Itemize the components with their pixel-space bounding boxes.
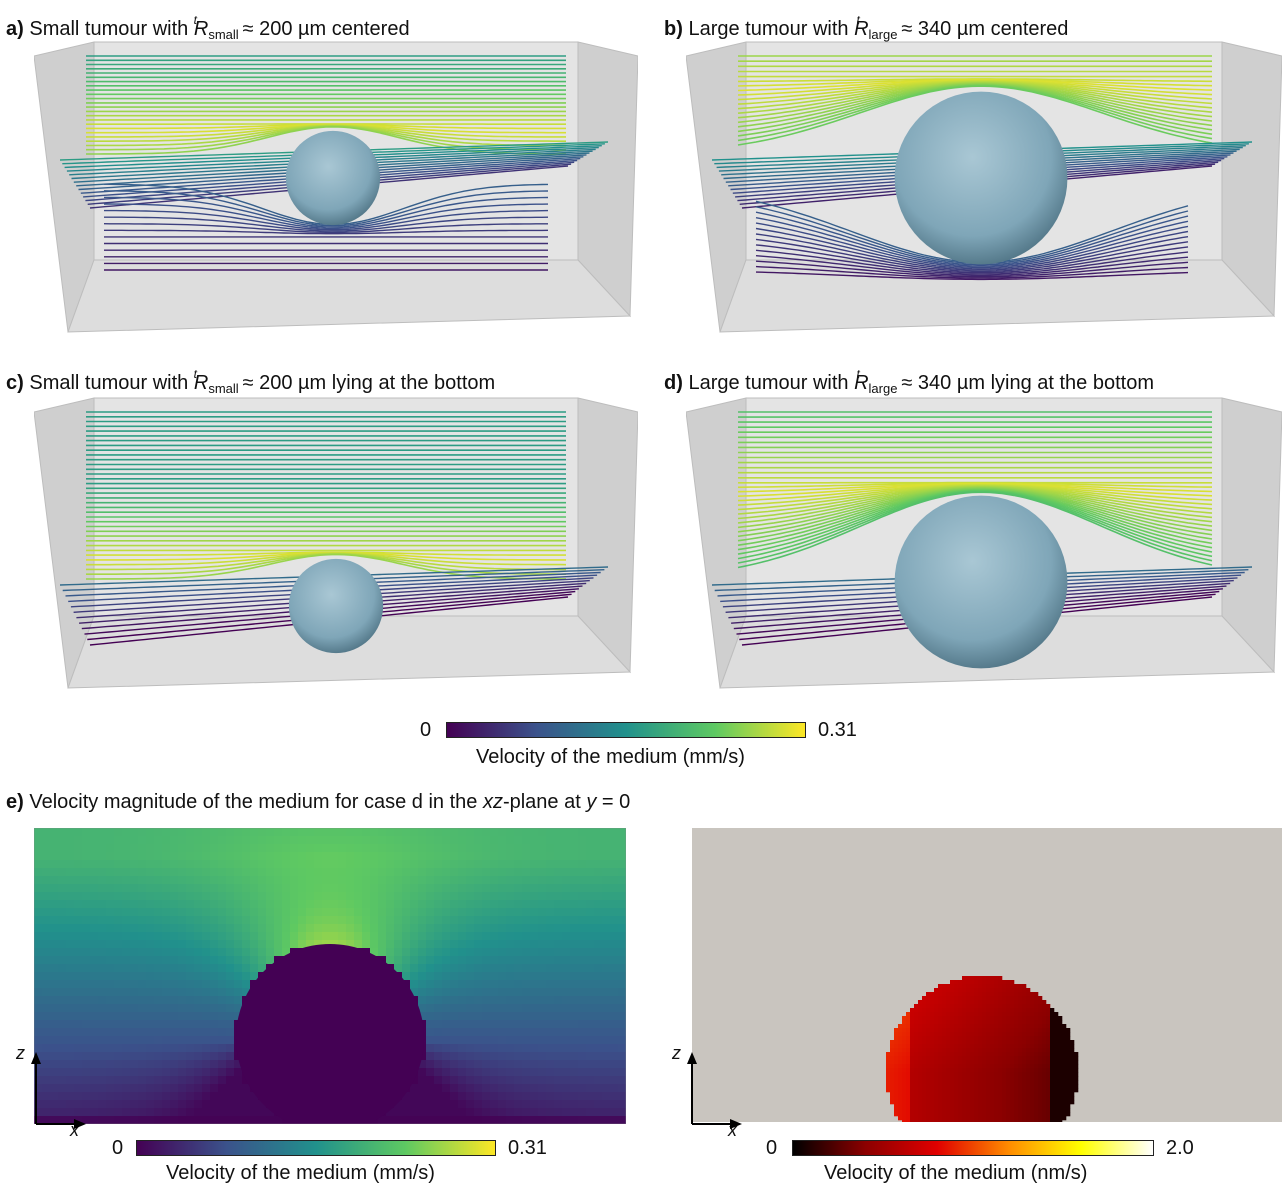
left-colorbar-max: 0.31 — [508, 1137, 547, 1159]
left-colorbar-label: Velocity of the medium (mm/s) — [166, 1162, 435, 1184]
panel-e-right-field — [692, 828, 1282, 1122]
right-colorbar — [792, 1140, 1154, 1156]
panel-c-streamlines — [34, 397, 638, 689]
streamline — [755, 271, 1189, 281]
streamline — [103, 223, 548, 234]
panel-b-streamlines — [686, 41, 1282, 333]
streamline — [755, 255, 1189, 277]
panel-e-left-axes-icon — [31, 1052, 86, 1129]
main-colorbar-max: 0.31 — [818, 719, 857, 741]
panel-e-left-z-label: z — [16, 1043, 25, 1063]
panel-c-title: c) Small tumour with Rsmallt ≈ 200 µm ly… — [6, 367, 496, 396]
streamline — [104, 216, 549, 232]
tumour-sphere — [894, 495, 1068, 669]
streamline — [755, 233, 1189, 271]
panel-d-title: d) Large tumour with Rlarget ≈ 340 µm ly… — [664, 367, 1154, 396]
panel-a-title: a) Small tumour with Rsmallt ≈ 200 µm ce… — [6, 13, 410, 42]
tumour-cross-section — [236, 944, 424, 1124]
panel-e-title: e) Velocity magnitude of the medium for … — [6, 791, 631, 813]
streamline — [737, 85, 1213, 146]
streamline — [755, 238, 1189, 273]
panel-e-left-field — [34, 828, 626, 1124]
left-colorbar-min: 0 — [112, 1137, 124, 1159]
tumour-sphere — [894, 91, 1068, 265]
streamline — [755, 222, 1189, 269]
streamline — [104, 209, 549, 231]
streamline — [104, 196, 549, 228]
panel-d-streamlines — [686, 397, 1282, 689]
streamline — [103, 190, 549, 227]
panel-e-right-x-label: x — [728, 1120, 737, 1140]
streamline — [755, 244, 1189, 274]
streamline — [755, 249, 1189, 275]
main-colorbar-min: 0 — [420, 719, 432, 741]
right-colorbar-min: 0 — [766, 1137, 778, 1159]
streamline — [737, 491, 1213, 569]
panel-e-left-x-label: x — [70, 1120, 79, 1140]
streamline — [755, 211, 1189, 266]
domain-box — [34, 397, 638, 689]
main-colorbar — [446, 722, 806, 738]
panel-a-streamlines — [34, 41, 638, 333]
right-colorbar-label: Velocity of the medium (nm/s) — [824, 1162, 1088, 1184]
streamline — [755, 265, 1189, 279]
tumour-sphere — [285, 130, 381, 226]
streamline — [755, 217, 1189, 267]
panel-e-right-axes-icon — [687, 1052, 742, 1129]
streamline — [104, 229, 549, 235]
left-colorbar — [136, 1140, 496, 1156]
tumour-sphere — [288, 558, 384, 654]
panel-e-right-z-label: z — [672, 1043, 681, 1063]
streamline — [755, 260, 1189, 278]
panel-b-title: b) Large tumour with Rlarget ≈ 340 µm ce… — [664, 13, 1069, 42]
streamline — [755, 227, 1189, 270]
tumour-velocity-field — [886, 976, 1079, 1122]
main-colorbar-label: Velocity of the medium (mm/s) — [476, 746, 745, 768]
streamlines — [711, 411, 1253, 646]
streamline — [104, 203, 549, 230]
right-colorbar-max: 2.0 — [1166, 1137, 1194, 1159]
